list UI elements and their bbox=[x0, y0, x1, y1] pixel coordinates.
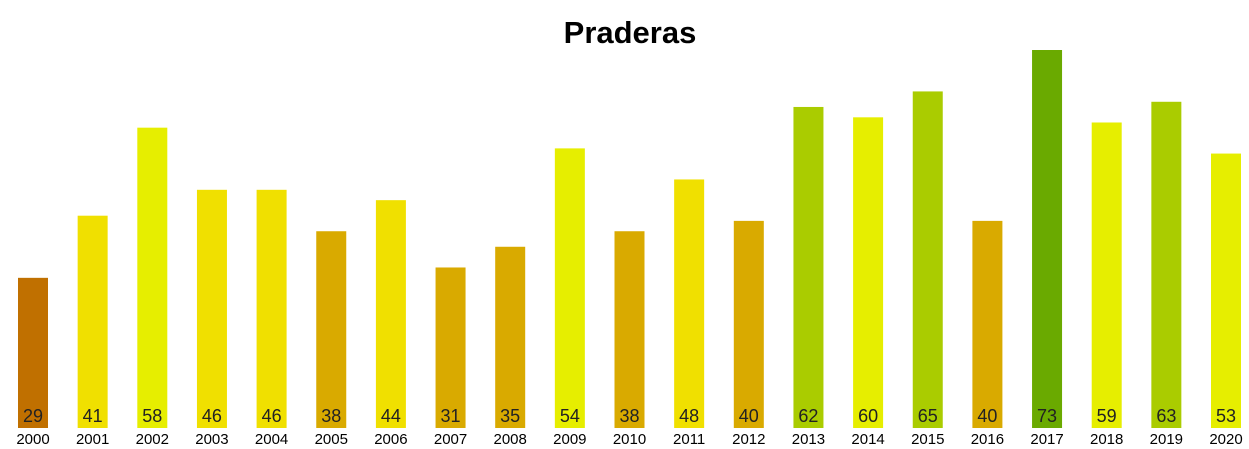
bar bbox=[554, 148, 585, 429]
bar bbox=[674, 179, 705, 428]
value-label: 38 bbox=[619, 406, 639, 426]
bar bbox=[614, 231, 645, 428]
value-label: 73 bbox=[1037, 406, 1057, 426]
value-label: 58 bbox=[142, 406, 162, 426]
value-label: 44 bbox=[381, 406, 401, 426]
x-tick-label: 2009 bbox=[553, 431, 586, 448]
bar bbox=[77, 215, 108, 428]
x-tick-label: 2002 bbox=[136, 431, 169, 448]
x-tick-label: 2003 bbox=[195, 431, 228, 448]
x-tick-label: 2019 bbox=[1150, 431, 1183, 448]
bar bbox=[435, 267, 466, 428]
value-label: 31 bbox=[441, 406, 461, 426]
bar bbox=[316, 231, 347, 428]
x-tick-label: 2011 bbox=[673, 431, 705, 448]
x-tick-label: 2012 bbox=[732, 431, 765, 448]
x-tick-label: 2014 bbox=[851, 431, 884, 448]
value-label: 35 bbox=[500, 406, 520, 426]
x-tick-label: 2001 bbox=[76, 431, 109, 448]
value-label: 53 bbox=[1216, 406, 1236, 426]
bar bbox=[972, 220, 1003, 428]
value-label: 48 bbox=[679, 406, 699, 426]
bar bbox=[18, 277, 48, 428]
value-label: 65 bbox=[918, 406, 938, 426]
value-label: 38 bbox=[321, 406, 341, 426]
bar bbox=[137, 127, 168, 428]
bar bbox=[1091, 122, 1122, 428]
value-label: 46 bbox=[202, 406, 222, 426]
x-tick-label: 2008 bbox=[494, 431, 527, 448]
value-label: 60 bbox=[858, 406, 878, 426]
x-tick-label: 2015 bbox=[911, 431, 944, 448]
bar bbox=[495, 246, 526, 428]
bar bbox=[256, 189, 287, 428]
bar bbox=[1032, 50, 1063, 428]
x-tick-label: 2017 bbox=[1030, 431, 1063, 448]
x-tick-label: 2006 bbox=[374, 431, 407, 448]
bar bbox=[1211, 153, 1241, 428]
value-label: 62 bbox=[798, 406, 818, 426]
bar bbox=[375, 200, 406, 428]
value-label: 59 bbox=[1097, 406, 1117, 426]
bar bbox=[733, 220, 764, 428]
bar bbox=[793, 106, 824, 429]
x-tick-label: 2007 bbox=[434, 431, 467, 448]
value-label: 41 bbox=[83, 406, 103, 426]
value-label: 46 bbox=[262, 406, 282, 426]
bar bbox=[1151, 101, 1182, 428]
x-tick-label: 2016 bbox=[971, 431, 1004, 448]
value-label: 63 bbox=[1156, 406, 1176, 426]
x-tick-label: 2000 bbox=[16, 431, 49, 448]
bar bbox=[196, 189, 227, 428]
value-label: 29 bbox=[23, 406, 43, 426]
chart-title: Praderas bbox=[564, 15, 697, 50]
x-tick-label: 2005 bbox=[315, 431, 348, 448]
value-label: 40 bbox=[977, 406, 997, 426]
bar bbox=[912, 91, 943, 429]
value-label: 54 bbox=[560, 406, 580, 426]
x-tick-label: 2020 bbox=[1209, 431, 1242, 448]
x-tick-label: 2013 bbox=[792, 431, 825, 448]
x-tick-label: 2004 bbox=[255, 431, 288, 448]
x-tick-label: 2018 bbox=[1090, 431, 1123, 448]
value-label: 40 bbox=[739, 406, 759, 426]
x-tick-label: 2010 bbox=[613, 431, 646, 448]
bar bbox=[853, 117, 884, 429]
